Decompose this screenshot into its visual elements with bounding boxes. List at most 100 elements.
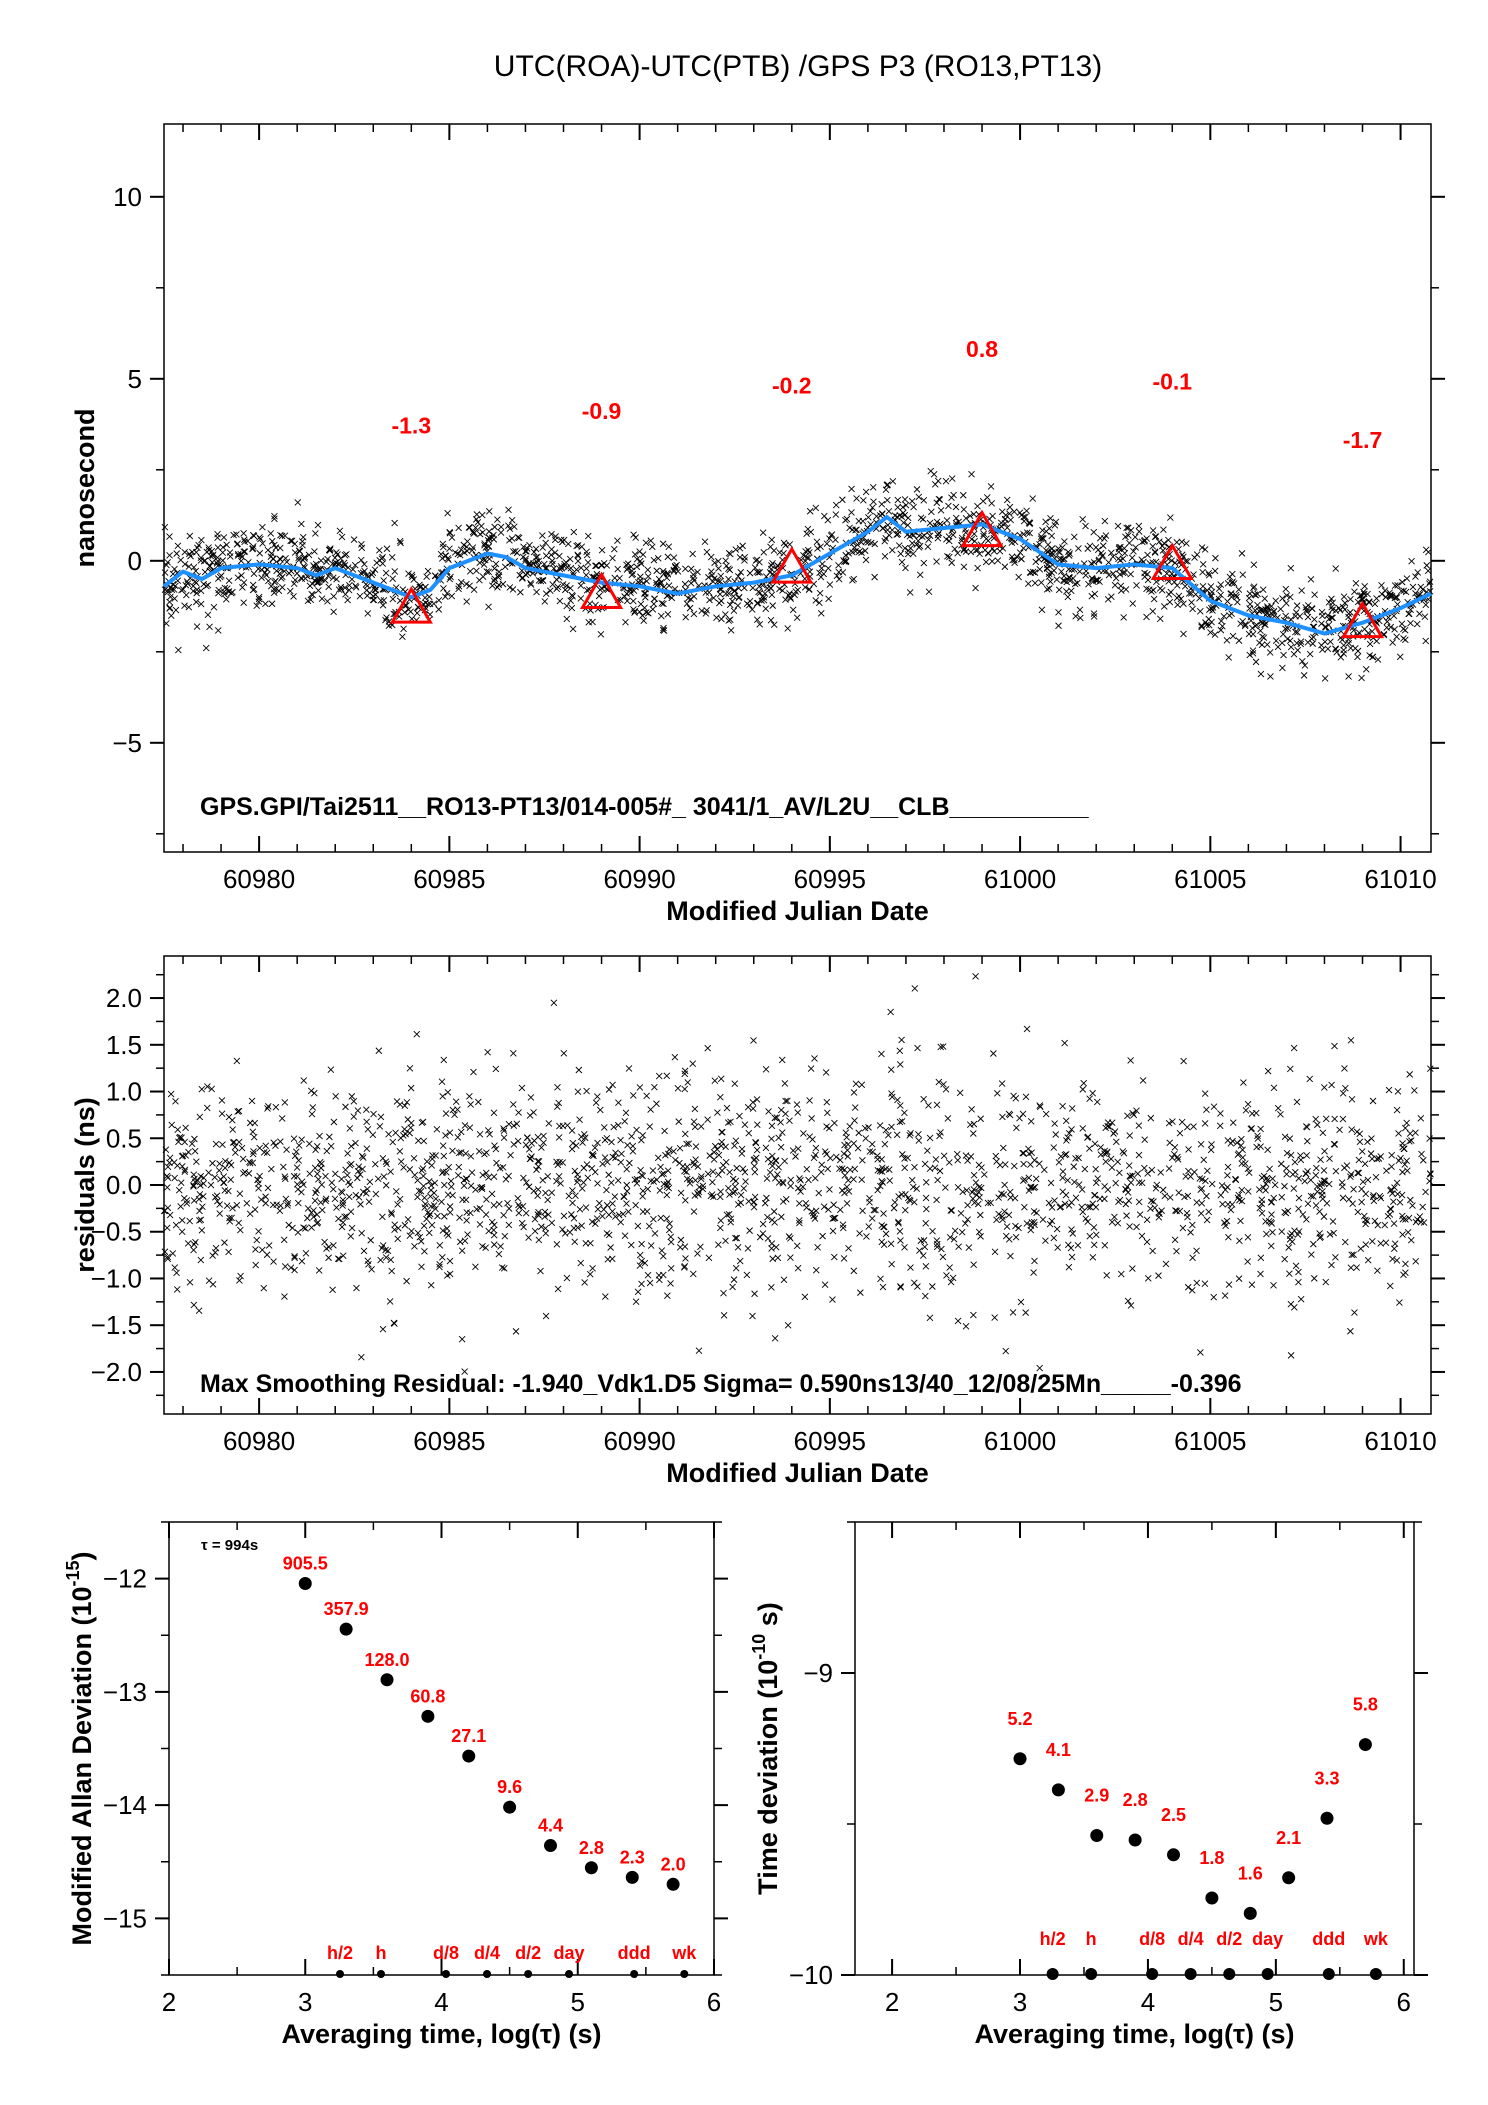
data-point [577, 564, 585, 572]
data-point [174, 542, 182, 550]
point-value-label: 1.8 [1199, 1848, 1224, 1868]
residual-point [638, 1280, 645, 1288]
residual-point [183, 1197, 191, 1204]
residual-point [1144, 1274, 1152, 1282]
residual-point [1369, 1238, 1376, 1245]
residual-point [765, 1108, 772, 1115]
y-tick-label: 10 [113, 182, 142, 212]
residual-point [216, 1210, 224, 1217]
data-point [1235, 586, 1243, 593]
residual-point [877, 1275, 884, 1283]
data-point [962, 515, 970, 522]
data-point [885, 508, 893, 515]
y-tick-label: 5 [128, 364, 142, 394]
data-point [1287, 564, 1295, 572]
data-point [219, 544, 227, 551]
residual-point [838, 1187, 846, 1194]
data-point [446, 545, 453, 552]
stability-point [1128, 1833, 1142, 1847]
residual-point [1198, 1185, 1206, 1192]
residual-point [440, 1152, 448, 1160]
data-point [853, 526, 860, 533]
residual-point [1338, 1179, 1346, 1186]
residual-point [1075, 1181, 1083, 1188]
data-point [556, 552, 563, 560]
data-point [1298, 587, 1305, 594]
residual-point [440, 1213, 448, 1220]
residual-point [535, 1236, 543, 1244]
residual-point [880, 1223, 887, 1231]
residual-point [284, 1199, 292, 1207]
residual-point [200, 1180, 207, 1187]
data-point [1020, 513, 1027, 521]
residual-point [909, 1183, 917, 1191]
data-point [1389, 639, 1396, 646]
residual-point [449, 1192, 456, 1199]
x-axis-label: Averaging time, log(τ) (s) [281, 2019, 601, 2049]
data-point [673, 561, 680, 569]
y-tick-label: 1.5 [106, 1030, 142, 1060]
residual-point [1228, 1201, 1236, 1208]
data-point [663, 574, 671, 582]
residual-point [352, 1191, 360, 1199]
data-point [882, 534, 890, 542]
residual-point [1208, 1141, 1215, 1148]
data-point [746, 597, 754, 605]
residual-point [843, 1200, 851, 1207]
residual-point [811, 1215, 819, 1222]
residual-point [970, 1171, 978, 1179]
residual-point [235, 1219, 243, 1227]
data-point [1040, 535, 1047, 542]
data-point [1177, 595, 1185, 603]
data-point [725, 565, 732, 573]
residual-point [594, 1180, 601, 1187]
residual-point [1126, 1223, 1133, 1230]
data-point [898, 558, 906, 566]
residual-point [1061, 1151, 1069, 1159]
residual-point [1173, 1247, 1180, 1255]
residual-point [311, 1089, 318, 1097]
data-point [1063, 578, 1071, 586]
data-point [1250, 561, 1258, 569]
data-point [910, 503, 917, 511]
data-point [1143, 613, 1150, 621]
data-point [670, 568, 678, 575]
residual-point [1256, 1204, 1264, 1212]
data-point [335, 586, 343, 594]
residual-point [1422, 1188, 1429, 1196]
residual-point [454, 1171, 462, 1179]
residual-point [603, 1134, 611, 1142]
residual-point [609, 1200, 616, 1207]
residual-point [404, 1216, 412, 1223]
data-point [1095, 557, 1103, 565]
data-point [791, 591, 798, 599]
data-point [1105, 571, 1113, 579]
residual-point [724, 1119, 732, 1126]
residual-point [376, 1123, 384, 1130]
data-point [804, 546, 812, 554]
residual-point [946, 1264, 953, 1271]
residual-point [1307, 1176, 1315, 1184]
data-point [761, 590, 769, 597]
residual-point [811, 1055, 818, 1062]
data-point [713, 614, 720, 622]
residual-point [916, 1247, 923, 1254]
residual-point [313, 1170, 321, 1178]
residual-point [850, 1089, 858, 1096]
residual-point [1120, 1149, 1128, 1157]
residual-point [955, 1243, 962, 1251]
data-point [933, 518, 941, 526]
residual-point [1059, 1188, 1067, 1195]
residual-point [1068, 1105, 1076, 1112]
residual-point [1393, 1106, 1401, 1114]
data-point [1215, 585, 1223, 592]
data-point [352, 584, 360, 591]
data-point [563, 615, 571, 623]
data-point [1398, 620, 1406, 628]
residual-point [1197, 1349, 1204, 1356]
residual-point [920, 1095, 927, 1103]
data-point [333, 549, 340, 556]
data-point [589, 618, 596, 626]
residual-point [1292, 1262, 1300, 1270]
